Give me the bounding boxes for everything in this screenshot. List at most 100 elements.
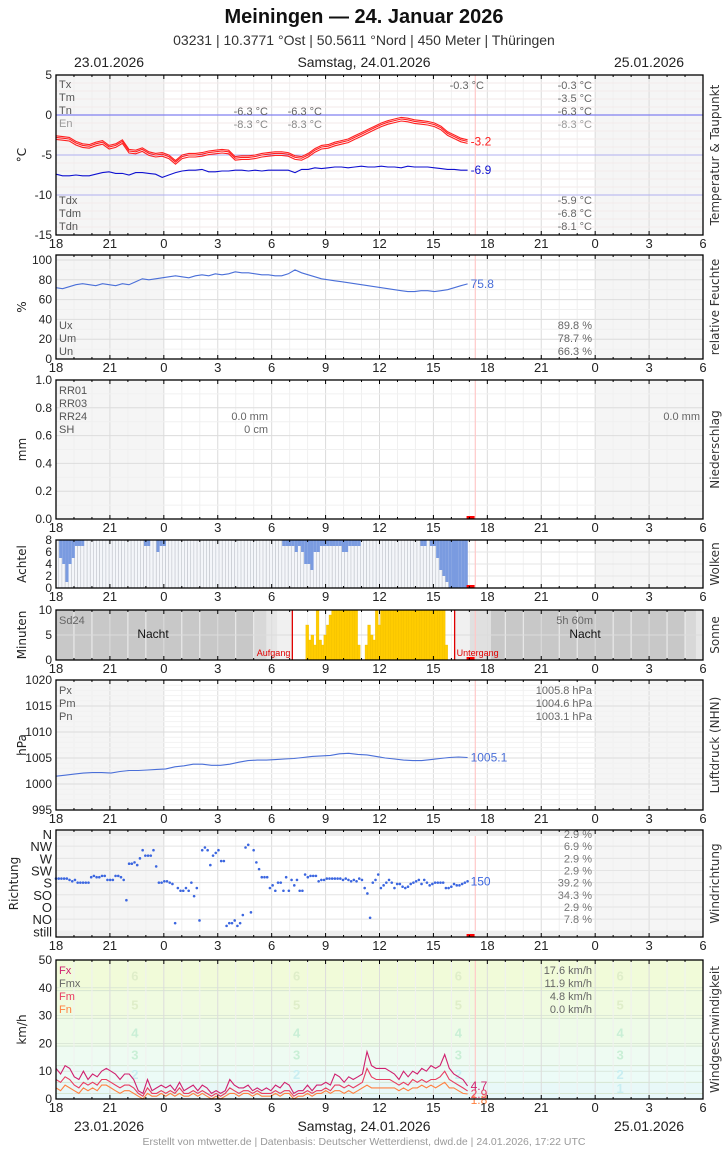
svg-text:2.9: 2.9: [471, 1087, 488, 1101]
svg-text:Richtung: Richtung: [7, 857, 21, 910]
svg-text:0.8: 0.8: [35, 401, 52, 415]
svg-text:Tdn: Tdn: [59, 221, 78, 233]
svg-text:Wolken: Wolken: [708, 542, 722, 585]
svg-text:0: 0: [45, 581, 52, 595]
svg-text:Windgeschwindigkeit: Windgeschwindigkeit: [708, 966, 722, 1093]
svg-text:3: 3: [293, 1048, 300, 1063]
svg-text:0: 0: [592, 1100, 599, 1115]
svg-text:-10: -10: [35, 188, 53, 202]
svg-text:Un: Un: [59, 346, 73, 358]
svg-text:3: 3: [214, 360, 221, 375]
svg-text:Temperatur & Taupunkt: Temperatur & Taupunkt: [708, 84, 722, 226]
svg-text:4: 4: [293, 1025, 301, 1040]
svg-text:12: 12: [372, 360, 386, 375]
svg-text:Tm: Tm: [59, 92, 75, 104]
svg-text:-6.3 °C: -6.3 °C: [558, 106, 592, 118]
svg-text:5: 5: [131, 997, 138, 1012]
svg-text:9: 9: [322, 811, 329, 826]
svg-text:0: 0: [45, 1092, 52, 1106]
svg-text:21: 21: [103, 1100, 117, 1115]
svg-text:15: 15: [426, 661, 440, 676]
svg-text:5: 5: [616, 997, 623, 1012]
svg-text:RR03: RR03: [59, 398, 87, 410]
svg-text:0.0 mm: 0.0 mm: [231, 411, 268, 423]
svg-text:-3.5 °C: -3.5 °C: [558, 93, 592, 105]
date-center-bottom: Samstag, 24.01.2026: [297, 1118, 431, 1134]
date-left-bottom: 23.01.2026: [74, 1118, 145, 1134]
svg-text:RR24: RR24: [59, 411, 87, 423]
svg-text:21: 21: [103, 811, 117, 826]
svg-text:4: 4: [45, 557, 52, 571]
svg-text:150: 150: [471, 874, 491, 888]
svg-text:Fx: Fx: [59, 965, 72, 977]
svg-text:17.6 km/h: 17.6 km/h: [544, 965, 592, 977]
svg-text:Pm: Pm: [59, 698, 76, 710]
svg-text:0: 0: [45, 653, 52, 667]
svg-text:still: still: [33, 924, 52, 939]
svg-text:6: 6: [699, 520, 706, 535]
svg-text:6: 6: [268, 236, 275, 251]
svg-text:6: 6: [268, 589, 275, 604]
svg-text:1005.8 hPa: 1005.8 hPa: [536, 685, 593, 697]
svg-text:4.7: 4.7: [471, 1079, 488, 1093]
svg-text:-0.3 °C: -0.3 °C: [450, 80, 484, 92]
svg-text:3: 3: [645, 1100, 652, 1115]
svg-text:RR01: RR01: [59, 385, 87, 397]
svg-text:9: 9: [322, 661, 329, 676]
svg-text:0: 0: [592, 811, 599, 826]
svg-text:9: 9: [322, 589, 329, 604]
svg-text:0: 0: [160, 360, 167, 375]
svg-text:0.0: 0.0: [35, 512, 52, 526]
svg-text:Um: Um: [59, 333, 76, 345]
svg-text:995: 995: [32, 803, 52, 817]
svg-text:80: 80: [39, 273, 53, 287]
svg-text:-6.3 °C: -6.3 °C: [234, 106, 268, 118]
svg-text:6.9 %: 6.9 %: [564, 841, 592, 853]
svg-text:4: 4: [455, 1025, 463, 1040]
svg-text:15: 15: [426, 811, 440, 826]
svg-text:Niederschlag: Niederschlag: [708, 410, 722, 488]
svg-text:0: 0: [592, 236, 599, 251]
svg-text:3: 3: [214, 938, 221, 953]
date-right: 25.01.2026: [614, 54, 685, 70]
svg-text:3: 3: [455, 1048, 462, 1063]
svg-text:0: 0: [45, 352, 52, 366]
svg-text:Windrichtung: Windrichtung: [708, 843, 722, 923]
svg-text:-8.1 °C: -8.1 °C: [558, 221, 592, 233]
svg-text:4: 4: [616, 1025, 624, 1040]
svg-text:-8.3 °C: -8.3 °C: [558, 119, 592, 131]
svg-text:Fn: Fn: [59, 1004, 72, 1016]
svg-text:3: 3: [214, 520, 221, 535]
svg-text:0: 0: [160, 661, 167, 676]
svg-text:Px: Px: [59, 685, 72, 697]
svg-text:2.9 %: 2.9 %: [564, 865, 592, 877]
svg-text:0: 0: [592, 661, 599, 676]
svg-text:6: 6: [268, 938, 275, 953]
svg-text:4.8 km/h: 4.8 km/h: [550, 991, 592, 1003]
svg-text:0: 0: [160, 589, 167, 604]
svg-text:34.3 %: 34.3 %: [558, 890, 592, 902]
svg-text:1003.1 hPa: 1003.1 hPa: [536, 711, 593, 723]
svg-text:2.9 %: 2.9 %: [564, 829, 592, 841]
svg-text:2: 2: [293, 1067, 300, 1082]
svg-text:3: 3: [645, 520, 652, 535]
svg-text:21: 21: [534, 811, 548, 826]
svg-text:12: 12: [372, 589, 386, 604]
svg-text:3: 3: [616, 1048, 623, 1063]
svg-text:3: 3: [645, 938, 652, 953]
svg-text:15: 15: [426, 938, 440, 953]
svg-text:1005.1: 1005.1: [471, 750, 508, 764]
svg-text:5: 5: [293, 997, 300, 1012]
svg-text:Fm: Fm: [59, 991, 75, 1003]
svg-text:0: 0: [45, 108, 52, 122]
svg-text:12: 12: [372, 1100, 386, 1115]
svg-text:10: 10: [39, 1064, 53, 1078]
svg-text:66.3 %: 66.3 %: [558, 346, 592, 358]
svg-text:30: 30: [39, 1009, 53, 1023]
svg-text:-0.3 °C: -0.3 °C: [558, 80, 592, 92]
svg-text:3: 3: [214, 811, 221, 826]
svg-text:S: S: [43, 876, 52, 891]
